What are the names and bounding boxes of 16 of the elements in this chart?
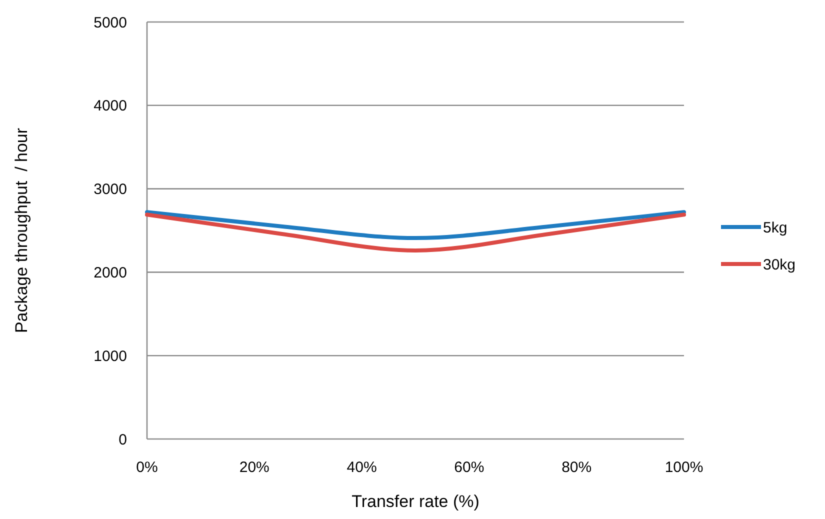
y-tick-label: 2000 xyxy=(94,264,127,282)
y-tick-label: 3000 xyxy=(94,181,127,198)
x-tick-label: 20% xyxy=(239,459,270,476)
y-tick-label: 0 xyxy=(118,431,127,448)
x-tick-label: 40% xyxy=(346,459,377,476)
y-tick-label: 4000 xyxy=(94,98,127,115)
y-tick-label: 5000 xyxy=(94,14,127,32)
x-axis-title: Transfer rate (%) xyxy=(352,492,480,511)
x-tick-label: 80% xyxy=(562,459,592,476)
x-tick-label: 100% xyxy=(664,459,704,476)
legend-label: 30kg xyxy=(763,256,796,274)
y-axis-title: Package throughput / hour xyxy=(12,128,31,334)
x-tick-label: 60% xyxy=(454,459,484,476)
x-tick-label: 0% xyxy=(136,459,158,476)
legend-label: 5kg xyxy=(763,219,788,236)
y-tick-label: 1000 xyxy=(94,348,127,365)
